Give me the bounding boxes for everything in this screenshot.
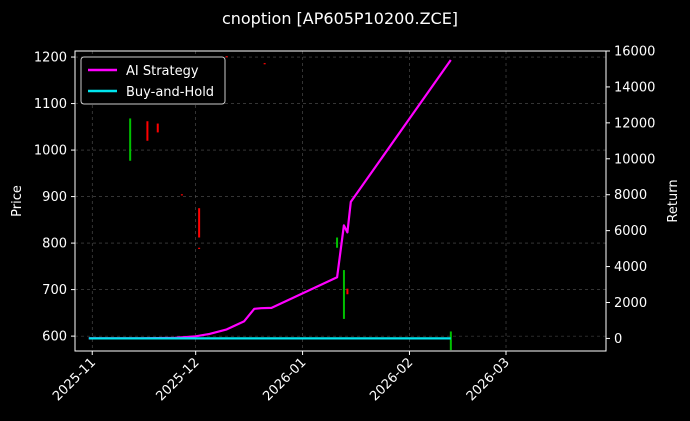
y-right-tick-label: 2000 xyxy=(614,296,647,311)
y-left-tick-label: 1000 xyxy=(34,144,67,159)
legend-buyhold-label: Buy-and-Hold xyxy=(126,85,214,100)
y-left-tick-label: 1100 xyxy=(34,97,67,112)
price-candle xyxy=(198,247,201,249)
price-candle xyxy=(146,121,149,141)
y-right-tick-label: 16000 xyxy=(614,45,655,60)
y-right-tick-label: 10000 xyxy=(614,152,655,167)
y-left-tick-label: 700 xyxy=(42,283,67,298)
legend: AI Strategy Buy-and-Hold xyxy=(80,56,226,105)
x-tick-label: 2025-12 xyxy=(153,355,202,404)
y-left-tick-label: 800 xyxy=(42,237,67,252)
price-candle xyxy=(225,56,228,58)
plot-border xyxy=(74,50,607,352)
price-candle xyxy=(129,118,132,161)
y-left-tick-label: 900 xyxy=(42,190,67,205)
price-candle xyxy=(342,270,345,319)
price-candle xyxy=(180,194,183,196)
x-tick-label: 2026-03 xyxy=(464,355,513,404)
right-y-axis: 0 2000 4000 6000 8000 10000 12000 14000 16000 xyxy=(606,45,655,347)
y-right-tick-label: 6000 xyxy=(614,224,647,239)
price-candle xyxy=(156,123,159,133)
y-right-tick-label: 4000 xyxy=(614,260,647,275)
chart-title: cnoption [AP605P10200.ZCE] xyxy=(222,9,458,28)
price-candle xyxy=(449,331,452,351)
price-candle xyxy=(346,288,349,295)
y-axis-right-title: Return xyxy=(666,179,681,222)
y-left-tick-label: 1200 xyxy=(34,51,67,66)
price-candle xyxy=(263,63,266,65)
y-right-tick-label: 14000 xyxy=(614,80,655,95)
x-tick-label: 2025-11 xyxy=(50,355,99,404)
y-right-tick-label: 8000 xyxy=(614,188,647,203)
y-right-tick-label: 0 xyxy=(614,332,622,347)
x-tick-label: 2026-02 xyxy=(367,355,416,404)
y-left-tick-label: 600 xyxy=(42,330,67,345)
price-candle xyxy=(198,208,201,238)
y-axis-left-title: Price xyxy=(10,185,25,217)
x-tick-label: 2026-01 xyxy=(260,355,309,404)
left-y-axis: 600 700 800 900 1000 1100 1200 xyxy=(34,51,75,345)
price-candles xyxy=(129,56,452,351)
x-axis: 2025-11 2025-12 2026-01 2026-02 2026-03 xyxy=(50,351,513,404)
y-right-tick-label: 12000 xyxy=(614,116,655,131)
price-candle xyxy=(336,237,339,248)
legend-strategy-label: AI Strategy xyxy=(126,64,199,79)
return-series xyxy=(88,59,452,340)
